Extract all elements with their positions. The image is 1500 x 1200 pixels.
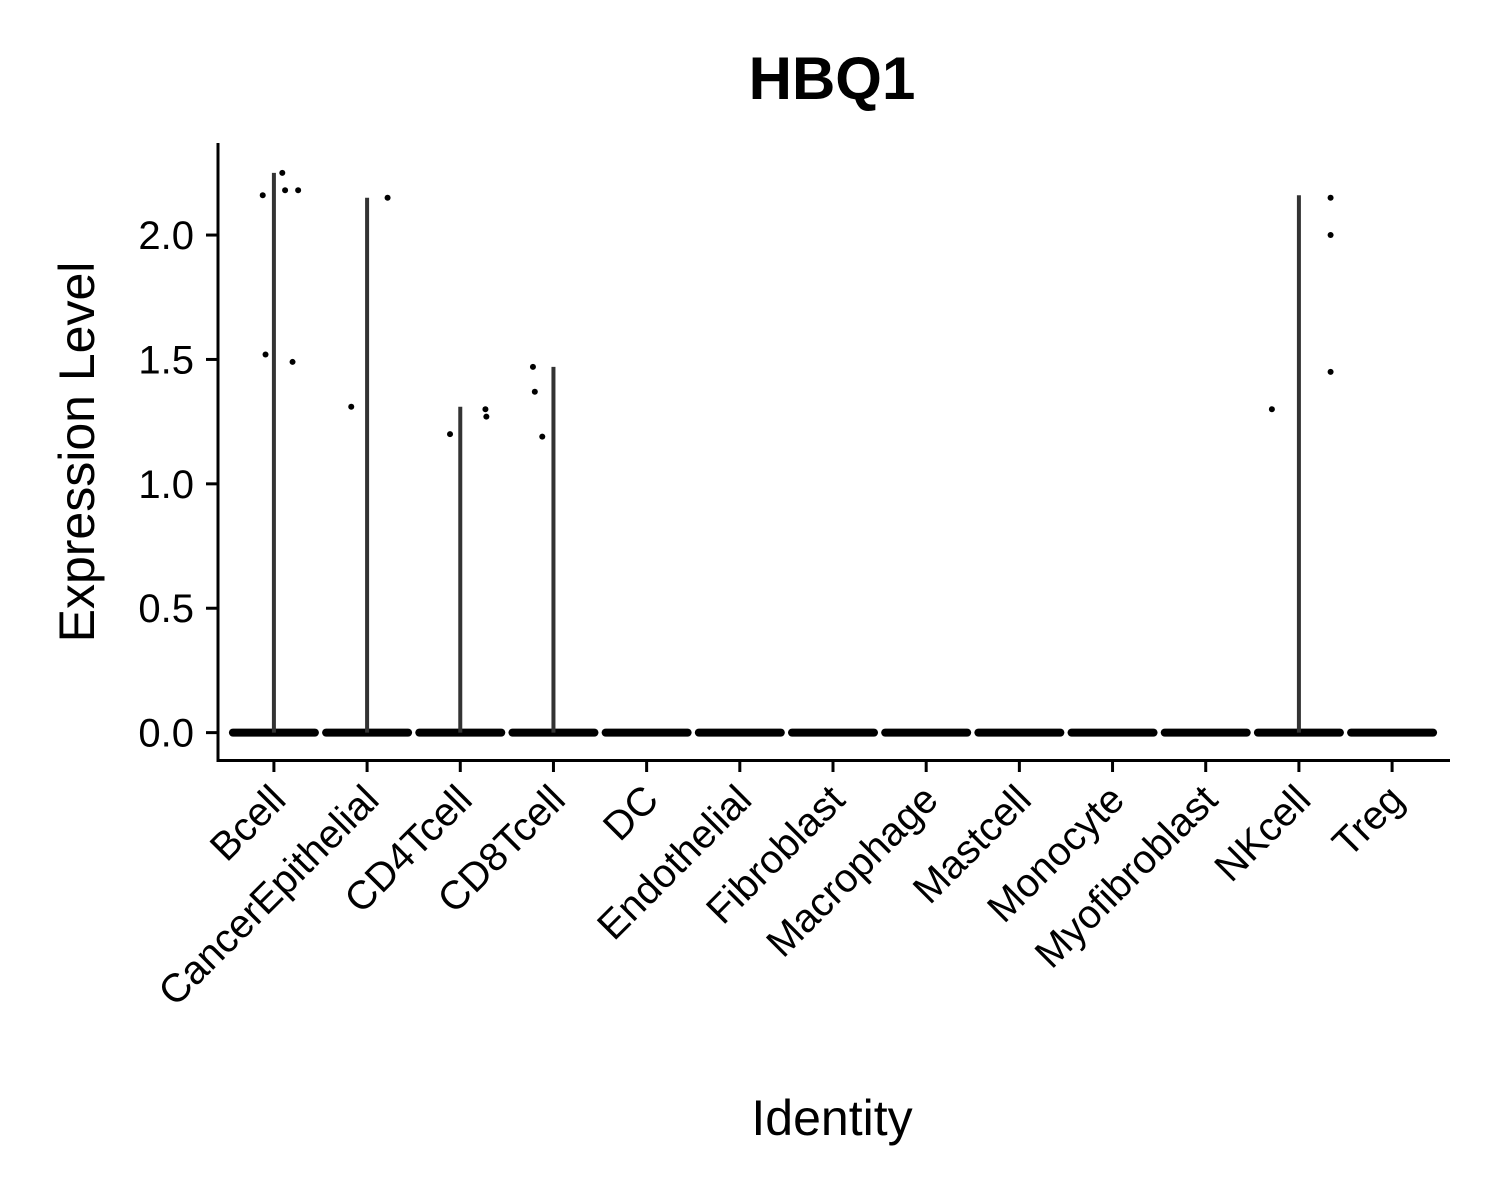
y-tick-label: 0.0 bbox=[138, 712, 194, 756]
data-point bbox=[279, 169, 286, 176]
y-tick-label: 1.5 bbox=[138, 338, 194, 382]
data-point bbox=[295, 187, 302, 194]
x-tick-label-DC: DC bbox=[595, 777, 667, 849]
plot-area bbox=[228, 169, 1438, 737]
data-point bbox=[384, 194, 391, 201]
y-tick-label: 2.0 bbox=[138, 214, 194, 258]
y-axis-ticks: 0.0 0.5 1.0 1.5 2.0 bbox=[138, 214, 218, 756]
data-point bbox=[1327, 232, 1334, 239]
data-point bbox=[1268, 406, 1275, 413]
data-point bbox=[531, 388, 538, 395]
y-tick-label: 0.5 bbox=[138, 587, 194, 631]
data-point bbox=[289, 358, 296, 365]
x-tick-label-NKcell: NKcell bbox=[1206, 777, 1319, 890]
data-point bbox=[348, 403, 355, 410]
y-axis-title: Expression Level bbox=[49, 262, 105, 643]
data-point bbox=[539, 433, 546, 440]
data-point bbox=[447, 431, 454, 438]
chart-title: HBQ1 bbox=[749, 45, 916, 112]
x-axis-title: Identity bbox=[751, 1090, 912, 1146]
x-tick-label-Treg: Treg bbox=[1324, 777, 1412, 865]
data-point bbox=[282, 187, 289, 194]
data-point bbox=[482, 406, 489, 413]
data-point bbox=[1327, 194, 1334, 201]
data-point bbox=[529, 363, 536, 370]
data-point bbox=[1327, 368, 1334, 375]
data-point bbox=[262, 351, 269, 358]
data-point bbox=[259, 192, 266, 199]
data-point bbox=[483, 413, 490, 420]
y-tick-label: 1.0 bbox=[138, 463, 194, 507]
